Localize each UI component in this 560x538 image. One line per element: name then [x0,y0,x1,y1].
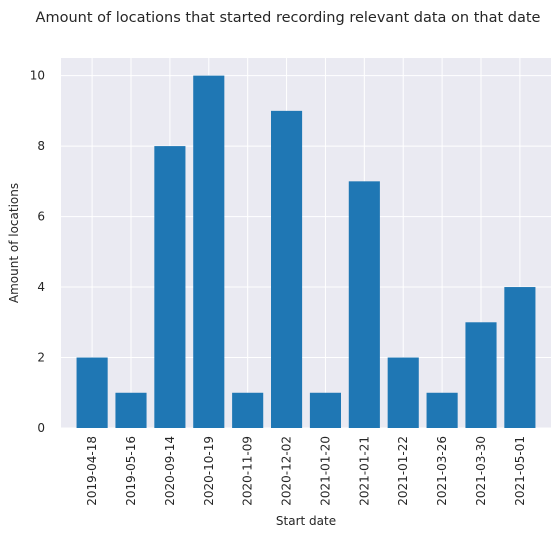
x-tick-label: 2021-03-26 [435,436,449,506]
bar-2021-01-22 [387,357,419,428]
bar-2020-10-19 [193,75,225,428]
bar-2021-03-30 [465,322,497,428]
chart-title: Amount of locations that started recordi… [36,10,541,26]
y-tick-label: 6 [37,210,45,224]
x-tick-label: 2019-04-18 [85,436,99,506]
x-tick-label: 2020-11-09 [241,436,255,506]
y-tick-label: 0 [37,421,45,435]
bar-2021-01-21 [348,181,380,428]
x-tick-label: 2020-10-19 [202,436,216,506]
x-tick-label: 2021-03-30 [474,436,488,506]
y-tick-label: 4 [37,280,45,294]
x-axis-ticks: 2019-04-18 2019-05-16 2020-09-14 2020-10-19… [85,436,527,506]
bar-2021-03-26 [426,392,458,428]
y-tick-label: 8 [37,139,45,153]
x-axis-label: Start date [276,514,336,528]
x-tick-label: 2021-01-20 [318,436,332,506]
bar-2019-04-18 [76,357,108,428]
y-tick-label: 10 [30,69,45,83]
bar-2020-12-02 [271,110,303,428]
y-tick-label: 2 [37,351,45,365]
y-axis-label: Amount of locations [7,183,21,303]
bar-2021-01-20 [309,392,341,428]
bar-2020-11-09 [232,392,264,428]
x-tick-label: 2020-12-02 [280,436,294,506]
y-axis-ticks: 0 2 4 6 8 10 [30,69,45,435]
bar-2020-09-14 [154,146,186,428]
x-tick-label: 2020-09-14 [163,436,177,506]
bar-2019-05-16 [115,392,147,428]
x-tick-label: 2021-01-21 [357,436,371,506]
x-tick-label: 2021-05-01 [513,436,527,506]
bar-2021-05-01 [504,287,536,428]
x-tick-label: 2019-05-16 [124,436,138,506]
bars [76,75,536,428]
x-tick-label: 2021-01-22 [396,436,410,506]
